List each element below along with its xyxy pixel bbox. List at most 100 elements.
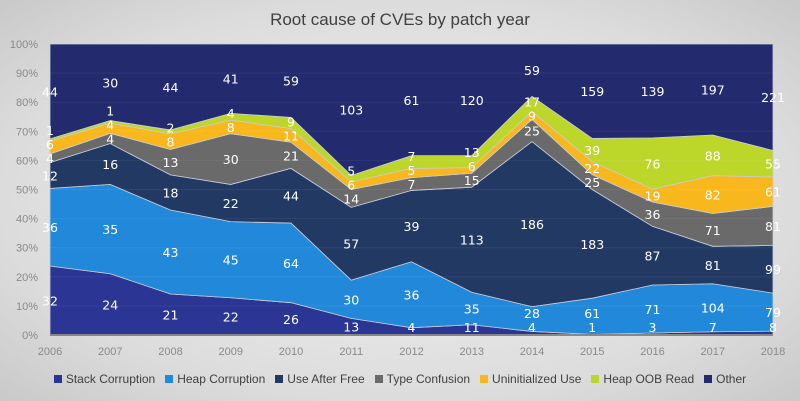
data-label: 16	[102, 157, 118, 172]
legend: Stack Corruption Heap Corruption Use After…	[0, 372, 800, 386]
data-label: 44	[163, 80, 179, 95]
legend-swatch	[165, 375, 174, 383]
data-label: 1	[588, 320, 596, 335]
data-label: 183	[580, 237, 604, 252]
data-label: 9	[528, 108, 536, 123]
data-label: 21	[163, 307, 179, 322]
legend-label: Type Confusion	[386, 372, 471, 386]
y-tick-label: 60%	[16, 155, 38, 167]
data-label: 61	[765, 185, 781, 200]
data-label: 39	[404, 219, 420, 234]
data-label: 13	[343, 320, 359, 335]
data-label: 45	[223, 253, 239, 268]
data-label: 30	[223, 152, 239, 167]
x-tick-label: 2013	[460, 346, 484, 358]
data-label: 71	[645, 302, 661, 317]
legend-swatch	[704, 375, 713, 383]
y-tick-label: 50%	[16, 185, 38, 197]
x-tick-label: 2010	[279, 346, 303, 358]
data-label: 61	[404, 93, 420, 108]
data-label: 30	[343, 292, 359, 307]
legend-swatch	[591, 375, 600, 383]
data-label: 18	[163, 185, 179, 200]
data-label: 7	[408, 177, 416, 192]
data-label: 76	[645, 157, 661, 172]
data-label: 44	[42, 84, 58, 99]
data-label: 35	[464, 302, 480, 317]
y-tick-label: 100%	[10, 39, 38, 51]
data-label: 4	[227, 106, 235, 121]
data-label: 9	[287, 114, 295, 129]
data-label: 11	[283, 128, 299, 143]
data-label: 35	[102, 222, 118, 237]
data-label: 5	[408, 163, 416, 178]
data-label: 81	[705, 258, 721, 273]
data-label: 88	[705, 148, 721, 163]
data-label: 104	[701, 301, 725, 316]
legend-item: Uninitialized Use	[480, 372, 581, 386]
data-label: 5	[347, 163, 355, 178]
data-label: 197	[701, 82, 725, 97]
data-label: 64	[283, 256, 299, 271]
x-tick-label: 2015	[580, 346, 604, 358]
y-tick-label: 70%	[16, 126, 38, 138]
data-label: 36	[404, 288, 420, 303]
data-label: 103	[339, 103, 363, 118]
data-label: 1	[46, 123, 54, 138]
data-label: 25	[524, 124, 540, 139]
x-tick-label: 2014	[520, 346, 544, 358]
data-label: 87	[645, 249, 661, 264]
data-label: 159	[580, 84, 604, 99]
data-label: 4	[106, 117, 114, 132]
data-label: 6	[46, 137, 54, 152]
data-label: 21	[283, 148, 299, 163]
data-label: 7	[408, 149, 416, 164]
legend-item: Heap OOB Read	[591, 372, 694, 386]
data-label: 39	[584, 143, 600, 158]
data-label: 61	[584, 306, 600, 321]
legend-label: Stack Corruption	[65, 372, 156, 386]
x-tick-label: 2008	[158, 346, 182, 358]
legend-swatch	[480, 375, 489, 383]
data-label: 30	[102, 75, 118, 90]
y-tick-label: 0%	[22, 330, 38, 342]
data-label: 22	[223, 196, 239, 211]
legend-item: Use After Free	[275, 372, 365, 386]
x-tick-label: 2012	[399, 346, 423, 358]
data-label: 44	[283, 189, 299, 204]
data-label: 36	[42, 220, 58, 235]
data-label: 55	[765, 157, 781, 172]
data-label: 4	[106, 131, 114, 146]
data-label: 113	[460, 233, 484, 248]
data-label: 59	[524, 63, 540, 78]
data-label: 36	[645, 207, 661, 222]
legend-label: Use After Free	[287, 372, 365, 386]
x-tick-label: 2009	[219, 346, 243, 358]
y-tick-label: 90%	[16, 68, 38, 80]
data-label: 81	[765, 219, 781, 234]
x-tick-label: 2016	[640, 346, 664, 358]
data-label: 13	[464, 145, 480, 160]
x-tick-label: 2006	[38, 346, 62, 358]
y-tick-label: 80%	[16, 97, 38, 109]
x-tick-label: 2007	[98, 346, 122, 358]
legend-swatch	[53, 375, 62, 383]
x-tick-label: 2018	[761, 346, 785, 358]
data-label: 19	[645, 189, 661, 204]
legend-item: Other	[704, 372, 746, 386]
data-label: 32	[42, 294, 58, 309]
data-label: 6	[468, 159, 476, 174]
y-tick-label: 10%	[16, 301, 38, 313]
data-label: 26	[283, 312, 299, 327]
data-label: 4	[528, 320, 536, 335]
legend-item: Type Confusion	[374, 372, 471, 386]
legend-swatch	[275, 375, 284, 383]
data-label: 1	[106, 103, 114, 118]
data-label: 139	[641, 84, 665, 99]
area-other	[49, 43, 774, 176]
legend-label: Heap Corruption	[177, 372, 266, 386]
data-label: 8	[167, 135, 175, 150]
legend-item: Heap Corruption	[165, 372, 265, 386]
data-label: 221	[761, 90, 785, 105]
data-label: 43	[163, 245, 179, 260]
